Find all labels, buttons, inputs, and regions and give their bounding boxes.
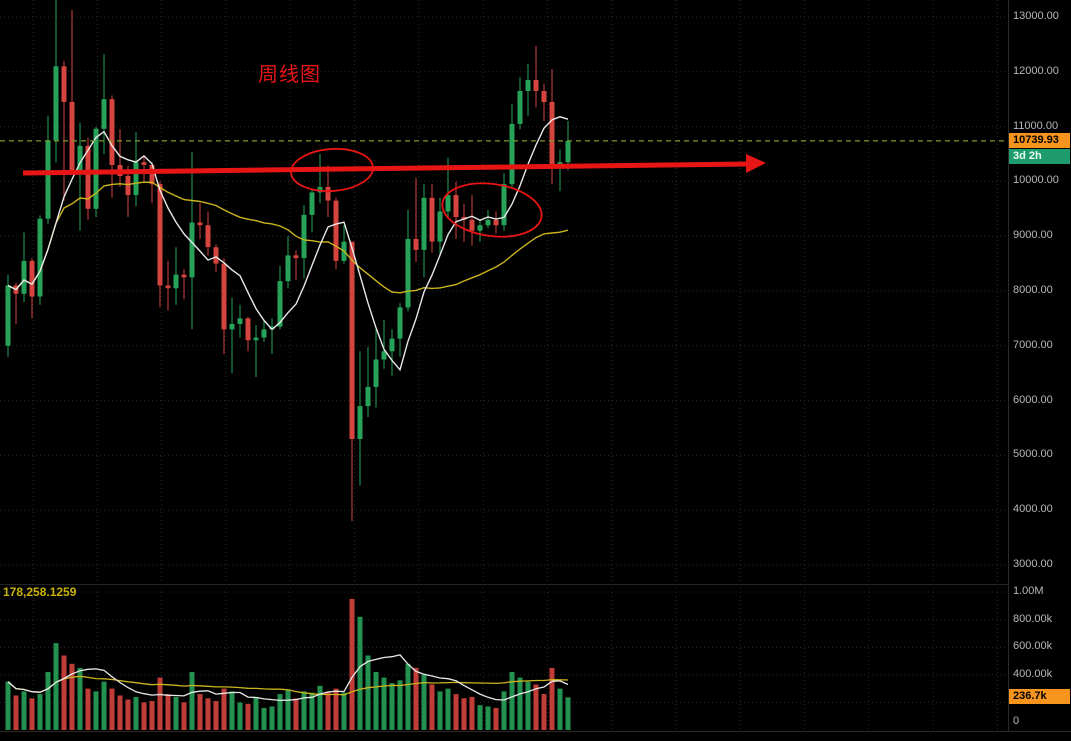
bar-countdown-badge: 3d 2h xyxy=(1009,149,1070,164)
trend-arrow-shaft xyxy=(22,161,749,176)
volume-axis-label: 600.00k xyxy=(1013,640,1053,652)
volume-ma-lines xyxy=(7,654,569,702)
trend-arrow-head xyxy=(746,154,766,173)
price-axis-label: 6000.00 xyxy=(1013,394,1053,406)
price-axis-label: 10000.00 xyxy=(1013,174,1059,186)
volume-axis-label: 0 xyxy=(1013,715,1020,727)
current-volume-badge: 236.7k xyxy=(1009,689,1070,704)
price-ma-lines xyxy=(7,116,569,372)
price-axis-label: 5000.00 xyxy=(1013,448,1053,460)
weekly-chart-annotation[interactable]: 周线图 xyxy=(258,64,321,86)
price-axis-label: 12000.00 xyxy=(1013,65,1059,77)
price-axis-label: 7000.00 xyxy=(1013,339,1053,351)
time-axis[interactable] xyxy=(0,731,1071,741)
volume-axis-label: 800.00k xyxy=(1013,613,1053,625)
highlight-ellipse xyxy=(441,182,543,238)
highlight-ellipse xyxy=(290,147,374,193)
price-axis-label: 13000.00 xyxy=(1013,10,1059,22)
volume-axis-label: 1.00M xyxy=(1013,585,1044,597)
grid-lines xyxy=(0,0,1008,730)
price-axis-label: 9000.00 xyxy=(1013,229,1053,241)
volume-bars xyxy=(5,598,571,730)
price-axis-label: 8000.00 xyxy=(1013,284,1053,296)
last-price-badge: 10739.93 xyxy=(1009,133,1070,148)
price-axis[interactable]: 10739.93 3d 2h 236.7k 13000.00 12000.00 11… xyxy=(1008,0,1071,741)
volume-indicator-value: 178,258.1259 xyxy=(3,585,77,599)
price-axis-label: 4000.00 xyxy=(1013,503,1053,515)
price-axis-label: 3000.00 xyxy=(1013,558,1053,570)
pane-divider[interactable] xyxy=(0,584,1008,585)
drawing-tools[interactable] xyxy=(22,146,766,243)
price-axis-label: 11000.00 xyxy=(1013,120,1059,132)
candles[interactable] xyxy=(5,0,571,522)
volume-axis-label: 400.00k xyxy=(1013,668,1053,680)
candlestick-chart-canvas[interactable] xyxy=(0,0,1008,741)
